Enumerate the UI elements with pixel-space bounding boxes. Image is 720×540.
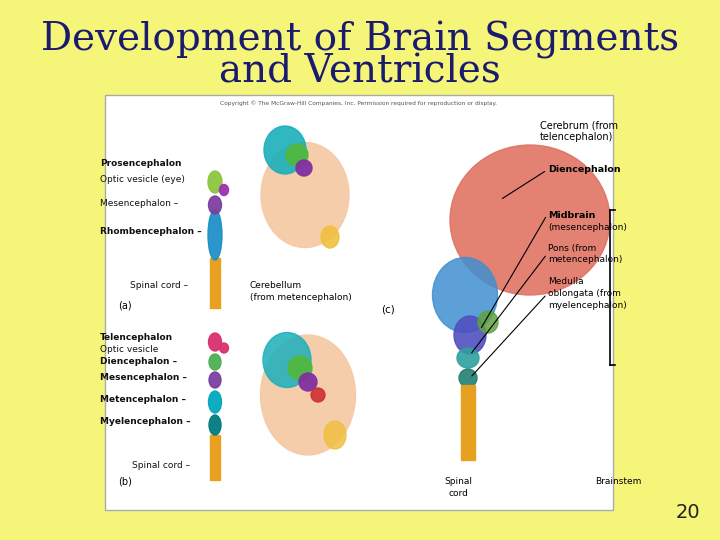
Text: Prosencephalon: Prosencephalon xyxy=(100,159,181,168)
Ellipse shape xyxy=(311,388,325,402)
Text: (mesencephalon): (mesencephalon) xyxy=(548,222,627,232)
Ellipse shape xyxy=(209,333,222,351)
Ellipse shape xyxy=(324,421,346,449)
Text: (from metencephalon): (from metencephalon) xyxy=(250,294,352,302)
Text: (c): (c) xyxy=(381,305,395,315)
Ellipse shape xyxy=(208,171,222,193)
Text: and Ventricles: and Ventricles xyxy=(219,53,501,91)
Ellipse shape xyxy=(209,372,221,388)
Text: 20: 20 xyxy=(675,503,700,522)
Ellipse shape xyxy=(457,348,479,368)
Text: cord: cord xyxy=(448,489,468,498)
Ellipse shape xyxy=(208,210,222,260)
Text: Spinal cord –: Spinal cord – xyxy=(130,280,188,289)
Ellipse shape xyxy=(296,160,312,176)
Text: (a): (a) xyxy=(118,300,132,310)
Text: Myelencephalon –: Myelencephalon – xyxy=(100,417,191,427)
Text: Brainstem: Brainstem xyxy=(595,477,642,487)
Text: Cerebrum (from: Cerebrum (from xyxy=(540,120,618,130)
Text: Midbrain: Midbrain xyxy=(548,211,595,219)
Text: oblongata (from: oblongata (from xyxy=(548,289,621,299)
Bar xyxy=(210,435,220,480)
Text: Optic vesicle (eye): Optic vesicle (eye) xyxy=(100,176,185,185)
Ellipse shape xyxy=(459,369,477,387)
Ellipse shape xyxy=(220,185,228,195)
Ellipse shape xyxy=(209,196,222,214)
Text: Diencephalon –: Diencephalon – xyxy=(100,357,177,367)
Ellipse shape xyxy=(209,354,221,370)
Ellipse shape xyxy=(454,316,486,354)
Text: Pons (from: Pons (from xyxy=(548,244,596,253)
Ellipse shape xyxy=(286,144,308,166)
Ellipse shape xyxy=(433,258,498,333)
Text: (b): (b) xyxy=(118,477,132,487)
Text: telencephalon): telencephalon) xyxy=(540,132,613,142)
Text: Rhombencephalon –: Rhombencephalon – xyxy=(100,227,202,237)
Text: Metencephalon –: Metencephalon – xyxy=(100,395,186,404)
Text: Mesencephalon –: Mesencephalon – xyxy=(100,199,179,208)
Text: Development of Brain Segments: Development of Brain Segments xyxy=(41,21,679,59)
Ellipse shape xyxy=(321,226,339,248)
Text: metencephalon): metencephalon) xyxy=(548,255,622,265)
Ellipse shape xyxy=(299,373,317,391)
Ellipse shape xyxy=(261,143,349,247)
Bar xyxy=(105,95,613,510)
Ellipse shape xyxy=(220,343,228,353)
Ellipse shape xyxy=(261,335,356,455)
Bar xyxy=(210,258,220,308)
Text: Optic vesicle: Optic vesicle xyxy=(100,346,158,354)
Ellipse shape xyxy=(450,145,610,295)
Bar xyxy=(461,385,475,460)
Ellipse shape xyxy=(263,333,311,388)
Ellipse shape xyxy=(478,311,498,333)
Text: Copyright © The McGraw-Hill Companies, Inc. Permission required for reproduction: Copyright © The McGraw-Hill Companies, I… xyxy=(220,100,498,106)
Text: Spinal: Spinal xyxy=(444,477,472,487)
Ellipse shape xyxy=(264,126,306,174)
Text: Diencephalon: Diencephalon xyxy=(548,165,621,174)
Ellipse shape xyxy=(209,415,221,435)
Text: Telencephalon: Telencephalon xyxy=(100,334,173,342)
Text: myelencephalon): myelencephalon) xyxy=(548,301,626,310)
Text: Mesencephalon –: Mesencephalon – xyxy=(100,374,187,382)
Text: Medulla: Medulla xyxy=(548,278,584,287)
Text: Spinal cord –: Spinal cord – xyxy=(132,461,190,469)
Ellipse shape xyxy=(209,391,222,413)
Ellipse shape xyxy=(288,356,312,380)
Text: Cerebellum: Cerebellum xyxy=(250,281,302,291)
